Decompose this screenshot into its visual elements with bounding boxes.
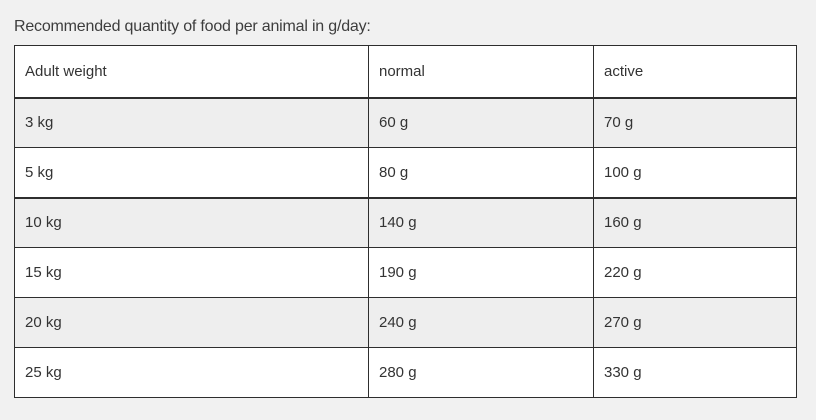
table-row: 25 kg 280 g 330 g — [14, 347, 797, 398]
feeding-table: Adult weight normal active 3 kg 60 g 70 … — [14, 45, 797, 398]
cell-normal: 190 g — [368, 247, 594, 298]
cell-adult-weight: 25 kg — [14, 347, 369, 398]
table-header-row: Adult weight normal active — [14, 45, 797, 99]
cell-adult-weight: 5 kg — [14, 147, 369, 198]
cell-active: 100 g — [593, 147, 797, 198]
header-adult-weight: Adult weight — [14, 45, 369, 99]
cell-normal: 280 g — [368, 347, 594, 398]
cell-normal: 60 g — [368, 97, 594, 148]
table-row: 15 kg 190 g 220 g — [14, 247, 797, 298]
header-active: active — [593, 45, 797, 99]
cell-adult-weight: 10 kg — [14, 196, 369, 248]
cell-normal: 140 g — [368, 196, 594, 248]
cell-adult-weight: 15 kg — [14, 247, 369, 298]
cell-active: 220 g — [593, 247, 797, 298]
cell-adult-weight: 3 kg — [14, 97, 369, 148]
table-row: 20 kg 240 g 270 g — [14, 297, 797, 348]
header-normal: normal — [368, 45, 594, 99]
cell-active: 70 g — [593, 97, 797, 148]
cell-adult-weight: 20 kg — [14, 297, 369, 348]
table-row: 5 kg 80 g 100 g — [14, 147, 797, 198]
cell-active: 270 g — [593, 297, 797, 348]
cell-normal: 80 g — [368, 147, 594, 198]
cell-active: 330 g — [593, 347, 797, 398]
cell-normal: 240 g — [368, 297, 594, 348]
cell-active: 160 g — [593, 196, 797, 248]
table-row: 10 kg 140 g 160 g — [14, 196, 797, 248]
table-caption: Recommended quantity of food per animal … — [14, 18, 371, 35]
table-row: 3 kg 60 g 70 g — [14, 97, 797, 148]
